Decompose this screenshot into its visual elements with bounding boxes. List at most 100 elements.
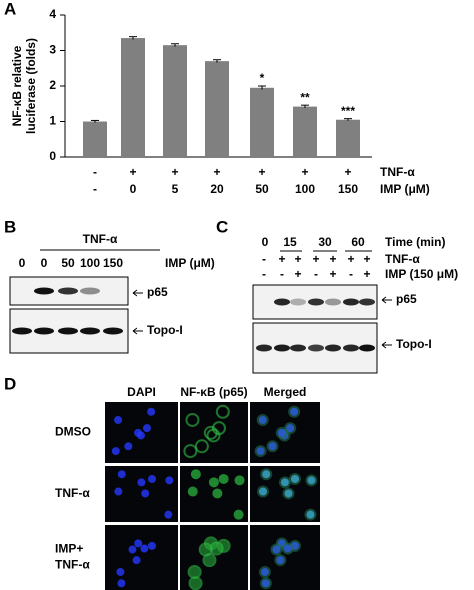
y-axis-label: NF-κB relative — [10, 45, 24, 126]
lane-label: 100 — [80, 256, 100, 270]
nucleus — [261, 579, 270, 588]
column-label: NF-κB (p65) — [180, 385, 247, 399]
nucleus — [290, 407, 299, 416]
x-tick-label: - — [93, 182, 97, 196]
nucleus — [117, 470, 126, 479]
panel-label: D — [4, 374, 16, 393]
band — [325, 298, 341, 306]
row-label: DMSO — [55, 425, 91, 439]
nucleus — [262, 470, 271, 479]
cell — [198, 542, 213, 557]
nucleus — [114, 487, 123, 496]
band — [290, 298, 306, 306]
nucleus — [147, 474, 156, 483]
x-tick-label: + — [213, 165, 220, 179]
lane-label: 150 — [103, 256, 123, 270]
band — [256, 344, 272, 352]
band — [80, 327, 100, 335]
nucleus — [286, 424, 295, 433]
lane-label: + — [278, 252, 285, 266]
nucleus — [141, 489, 150, 498]
bar — [83, 121, 107, 157]
nucleus — [147, 541, 156, 550]
nucleus — [280, 478, 289, 487]
nucleus — [134, 428, 143, 437]
bar — [163, 45, 187, 157]
cell — [234, 475, 245, 486]
band — [290, 344, 306, 352]
nucleus — [283, 544, 292, 553]
bar — [205, 61, 229, 157]
cell — [215, 404, 230, 419]
row-label: TNF-α — [55, 486, 90, 500]
nucleus — [117, 579, 126, 588]
row-label: IMP (μM) — [165, 256, 215, 270]
cell — [187, 564, 202, 579]
row-label: IMP (150 μM) — [385, 267, 458, 281]
y-tick-label: 4 — [49, 7, 56, 21]
y-axis-label: luciferase (folds) — [24, 38, 38, 134]
cell — [212, 421, 227, 436]
nucleus — [111, 447, 120, 456]
lane-label: + — [312, 252, 319, 266]
time-label: 0 — [262, 235, 269, 249]
lane-label: 0 — [41, 256, 48, 270]
x-tick-label: 150 — [338, 182, 358, 196]
band — [274, 344, 290, 352]
row-label: TNF-α — [385, 252, 420, 266]
x-tick-label: + — [344, 165, 351, 179]
x-tick-label: + — [129, 165, 136, 179]
band — [12, 327, 32, 335]
y-tick-label: 0 — [49, 149, 56, 163]
nucleus — [259, 487, 268, 496]
nucleus — [258, 415, 267, 424]
error-bar — [301, 104, 309, 109]
panel-label: B — [4, 217, 16, 236]
lane-label: - — [280, 267, 284, 281]
nucleus — [256, 447, 265, 456]
nucleus — [276, 556, 285, 565]
cell — [233, 509, 244, 520]
y-tick-label: 3 — [49, 43, 56, 57]
band — [34, 327, 54, 335]
error-bar — [91, 119, 99, 123]
band — [359, 298, 375, 306]
x-tick-label: 50 — [255, 182, 269, 196]
y-tick-label: 2 — [49, 78, 56, 92]
lane-label: + — [294, 267, 301, 281]
time-label: 15 — [283, 235, 297, 249]
band-label: Topo-I — [147, 323, 183, 337]
nucleus — [128, 545, 137, 554]
lane-label: + — [294, 252, 301, 266]
nucleus — [307, 476, 316, 485]
nucleus — [306, 510, 315, 519]
bar — [121, 38, 145, 158]
error-bar — [344, 118, 352, 121]
column-label: Merged — [264, 385, 307, 399]
nucleus — [140, 544, 149, 553]
nucleus — [114, 415, 123, 424]
x-tick-label: 100 — [295, 182, 315, 196]
significance: * — [260, 71, 265, 85]
nucleus — [124, 442, 133, 451]
significance: ** — [300, 90, 310, 104]
lane-label: + — [347, 252, 354, 266]
column-label: DAPI — [127, 385, 156, 399]
x-tick-label: 20 — [210, 182, 224, 196]
nucleus — [147, 407, 156, 416]
nucleus — [165, 476, 174, 485]
band — [325, 344, 341, 352]
treatment-label: TNF-α — [83, 232, 118, 246]
lane-label: 0 — [19, 256, 26, 270]
lane-label: 50 — [61, 256, 75, 270]
cell — [185, 412, 200, 427]
nucleus — [272, 545, 281, 554]
error-bar — [129, 36, 137, 40]
band — [80, 287, 100, 295]
cell — [208, 477, 219, 488]
arrow — [381, 341, 392, 349]
micrograph — [105, 525, 178, 590]
row-label: TNF-α — [55, 558, 90, 572]
nucleus — [134, 539, 143, 548]
